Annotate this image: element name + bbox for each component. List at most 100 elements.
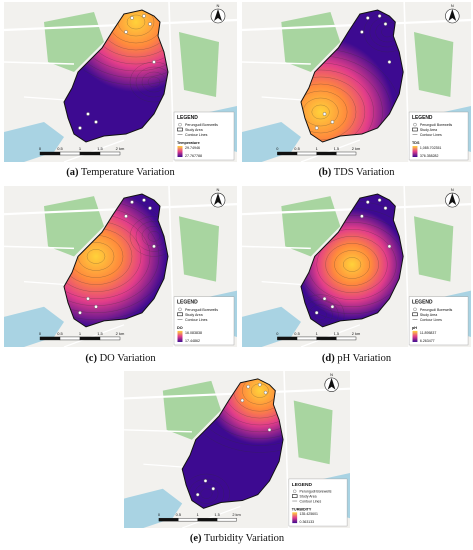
legend-symbol xyxy=(412,127,418,132)
legend-high-value: 135.425601 xyxy=(300,512,318,516)
legend-item: Study Area xyxy=(420,313,437,317)
study-area-boundary xyxy=(300,9,404,143)
road xyxy=(241,245,311,250)
borewell-point xyxy=(148,22,152,26)
road xyxy=(168,1,175,163)
borewell-point xyxy=(142,14,146,18)
study-area-boundary xyxy=(300,193,404,328)
park-area xyxy=(413,32,454,97)
scale-label: 2 km xyxy=(352,331,361,336)
legend-high-value: 29.74946 xyxy=(185,146,200,150)
borewell-point xyxy=(211,486,215,491)
legend-high-value: 16.083838 xyxy=(185,331,202,335)
legend-symbol xyxy=(178,122,182,127)
legend-low-value: 6.263477 xyxy=(420,339,435,343)
legend-parameter: DO xyxy=(177,326,183,330)
road xyxy=(63,324,125,348)
road xyxy=(63,139,125,163)
park-area xyxy=(293,400,333,465)
legend-item: Perungudi Borewells xyxy=(420,123,452,127)
park-area xyxy=(179,216,219,282)
legend-item: Perungudi Borewells xyxy=(300,490,332,494)
legend-symbol xyxy=(177,127,183,132)
north-label: N xyxy=(451,187,454,192)
scale-label: 0 xyxy=(158,512,161,517)
legend-symbol xyxy=(412,312,418,317)
north-label: N xyxy=(217,187,220,192)
north-label: N xyxy=(217,3,220,8)
borewell-point xyxy=(377,14,382,18)
borewell-point xyxy=(322,112,327,116)
caption-e: (e) Turbidity Variation xyxy=(189,533,285,544)
interpolated-surface xyxy=(64,194,168,327)
map-panel-a: N 0 0.5 1 1.5 2 km LEGEND Perungudi Borewells St… xyxy=(3,1,238,163)
legend-high-value: 11.895837 xyxy=(420,331,436,335)
park-area xyxy=(413,216,454,282)
legend-low-value: 0.363133 xyxy=(300,520,315,524)
borewell-point xyxy=(387,244,392,249)
legend-item: Study Area xyxy=(300,495,317,499)
legend-parameter: TURBIDITY xyxy=(292,507,312,511)
scale-label: 2 km xyxy=(116,331,125,336)
north-arrow-icon: N xyxy=(324,372,339,392)
legend-item: Contour Lines xyxy=(420,133,442,137)
legend-item: Study Area xyxy=(420,128,437,132)
caption-b: (b) TDS Variation xyxy=(318,167,395,178)
road xyxy=(241,61,311,65)
map-canvas-c: N 0 0.5 1 1.5 2 km LEGEND Perungudi BorewellsSt… xyxy=(3,185,238,348)
scale-label: 1 xyxy=(197,512,199,517)
road xyxy=(168,185,175,348)
caption-a: (a) Temperature Variation xyxy=(66,167,175,178)
scale-label: 1 xyxy=(316,331,319,336)
legend-item: Contour Lines xyxy=(185,318,208,322)
borewell-point xyxy=(78,310,82,315)
borewell-point xyxy=(152,60,156,64)
borewell-point xyxy=(330,304,335,309)
interpolated-surface xyxy=(300,10,404,142)
map-canvas-b: N 0 0.5 1 1.5 2 km LEGEND Perungudi BorewellsSt… xyxy=(241,1,472,163)
north-arrow-icon: N xyxy=(445,3,460,24)
borewell-point xyxy=(246,384,250,389)
borewell-point xyxy=(130,200,134,204)
borewell-point xyxy=(314,126,319,130)
scale-label: 0 xyxy=(276,331,279,336)
borewell-point xyxy=(377,198,382,202)
legend-symbol xyxy=(413,122,417,127)
study-area-boundary xyxy=(63,193,169,328)
legend-high-value: 1,085.702351 xyxy=(420,146,442,150)
map-canvas-a: N 0 0.5 1 1.5 2 km LEGEND Perungudi BorewellsSt… xyxy=(3,1,238,163)
scale-label: 1.5 xyxy=(97,331,103,336)
borewell-point xyxy=(263,390,268,395)
legend-low-value: 27.767788 xyxy=(185,154,202,158)
road xyxy=(300,324,361,348)
scale-label: 1 xyxy=(316,146,318,151)
legend-title: LEGEND xyxy=(177,115,198,121)
legend-item: Contour Lines xyxy=(300,499,322,503)
scale-label: 1 xyxy=(79,146,82,151)
color-ramp xyxy=(177,330,183,342)
study-area-boundary xyxy=(181,378,284,509)
legend-item: Contour Lines xyxy=(185,133,208,137)
legend-symbol xyxy=(291,494,298,498)
borewell-point xyxy=(366,16,370,20)
borewell-point xyxy=(383,206,388,210)
scale-bar: 0 0.5 1 1.5 2 km xyxy=(39,331,125,341)
borewell-point xyxy=(366,200,370,204)
borewell-point xyxy=(78,126,82,130)
legend-symbol xyxy=(177,312,183,317)
park-area xyxy=(179,32,219,97)
borewell-point xyxy=(383,22,388,26)
road xyxy=(123,429,192,433)
map-panel-b: N 0 0.5 1 1.5 2 km LEGEND Perungudi Borewells St… xyxy=(241,1,472,163)
borewell-point xyxy=(360,214,364,218)
borewell-point xyxy=(387,60,392,64)
caption-c: (c) DO Variation xyxy=(85,353,156,364)
north-arrow-icon: N xyxy=(445,187,460,208)
legend-low-value: 376.358282 xyxy=(420,154,439,158)
borewell-point xyxy=(86,112,90,116)
scale-label: 0 xyxy=(39,331,42,336)
